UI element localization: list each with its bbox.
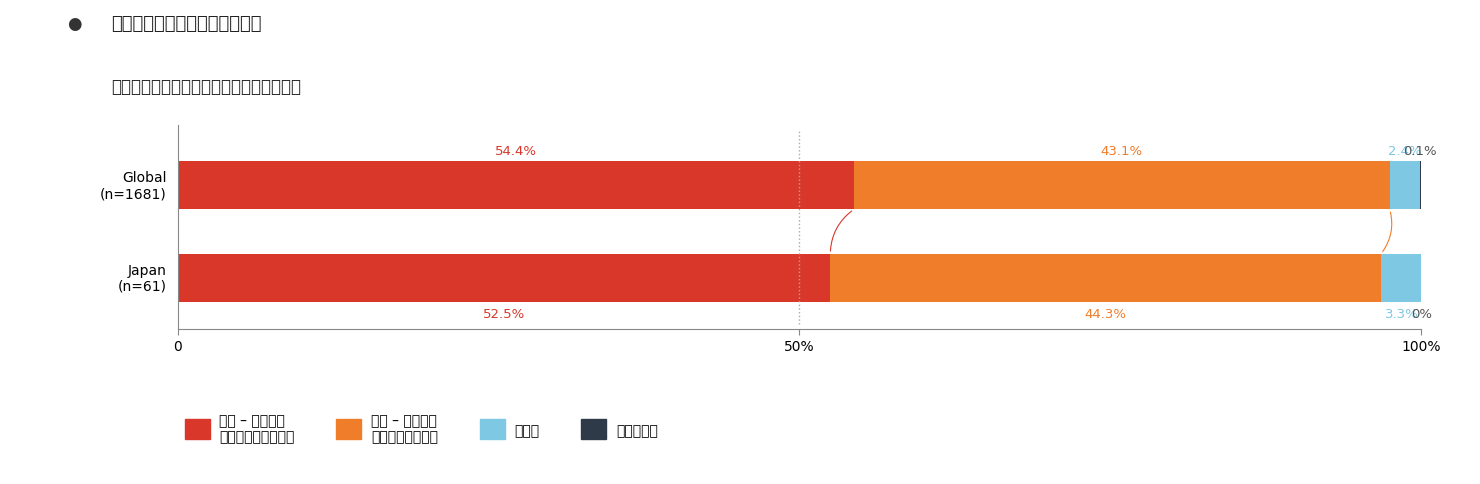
Text: 0.1%: 0.1% <box>1403 144 1437 157</box>
Text: 暗号化されたデータの復元可否: 暗号化されたデータの復元可否 <box>111 15 262 32</box>
Text: 43.1%: 43.1% <box>1101 144 1143 157</box>
Text: ●: ● <box>67 15 81 32</box>
Bar <box>830 254 1381 302</box>
Text: 0%: 0% <box>1412 307 1433 320</box>
Text: 52.5%: 52.5% <box>482 307 525 320</box>
Legend: はい – すべての
データを復旧できた, はい – データの
一部を復旧できた, いいえ, わからない: はい – すべての データを復旧できた, はい – データの 一部を復旧できた,… <box>185 413 657 443</box>
Text: 54.4%: 54.4% <box>494 144 537 157</box>
Bar <box>854 162 1390 210</box>
Text: 2.4%: 2.4% <box>1388 144 1421 157</box>
Text: 3.3%: 3.3% <box>1385 307 1418 320</box>
Bar <box>1381 254 1422 302</box>
Bar <box>178 162 854 210</box>
Bar <box>1390 162 1419 210</box>
Text: 暗号化されたデータを復旧できましたか？: 暗号化されたデータを復旧できましたか？ <box>111 77 300 95</box>
Bar <box>178 254 830 302</box>
Text: 44.3%: 44.3% <box>1085 307 1126 320</box>
